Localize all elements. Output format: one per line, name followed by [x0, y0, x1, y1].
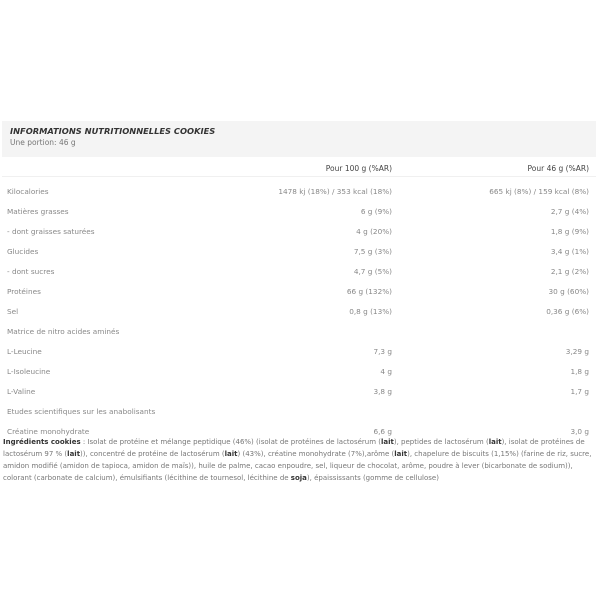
value-per-portion: 3,29 g: [565, 347, 589, 356]
row-label: L-Valine: [7, 387, 36, 396]
value-per-portion: 3,0 g: [570, 427, 589, 436]
ingredient-highlight: lait: [67, 450, 81, 458]
row-label: Protéines: [7, 287, 41, 296]
value-per-100g: 1478 kj (18%) / 353 kcal (18%): [278, 187, 392, 196]
ingredient-text: ), épaississants (gomme de cellulose): [306, 474, 439, 482]
row-label: Kilocalories: [7, 187, 49, 196]
header-divider: [2, 176, 596, 177]
table-row: Matières grasses 6 g (9%) 2,7 g (4%): [2, 201, 596, 221]
table-row: Kilocalories 1478 kj (18%) / 353 kcal (18…: [2, 181, 596, 201]
table-row: - dont sucres 4,7 g (5%) 2,1 g (2%): [2, 261, 596, 281]
value-per-100g: 7,5 g (3%): [353, 247, 392, 256]
value-per-portion: 1,7 g: [570, 387, 589, 396]
table-row: Sel 0,8 g (13%) 0,36 g (6%): [2, 301, 596, 321]
value-per-100g: 4,7 g (5%): [353, 267, 392, 276]
value-per-portion: 1,8 g: [570, 367, 589, 376]
value-per-100g: 0,8 g (13%): [349, 307, 392, 316]
nutrition-title: INFORMATIONS NUTRITIONNELLES COOKIES: [10, 126, 216, 136]
value-per-100g: 3,8 g: [373, 387, 392, 396]
column-header-per-portion: Pour 46 g (%AR): [527, 164, 589, 173]
value-per-100g: 66 g (132%): [346, 287, 392, 296]
ingredient-highlight: lait: [488, 438, 502, 446]
row-label: Matrice de nitro acides aminés: [7, 327, 120, 336]
ingredient-text: ), isolat de protéines de lactosérum 97 …: [3, 438, 585, 458]
value-per-portion: 665 kj (8%) / 159 kcal (8%): [489, 187, 589, 196]
ingredient-highlight: lait: [394, 450, 408, 458]
row-label: Matières grasses: [7, 207, 69, 216]
column-header-per-100g: Pour 100 g (%AR): [325, 164, 392, 173]
row-label: - dont graisses saturées: [7, 227, 95, 236]
row-label: Créatine monohydrate: [7, 427, 90, 436]
ingredient-text: ), peptides de lactosérum (: [393, 438, 489, 446]
ingredient-highlight: lait: [381, 438, 394, 446]
row-label: L-Isoleucine: [7, 367, 51, 376]
value-per-100g: 4 g: [380, 367, 392, 376]
ingredient-text: )), concentré de protéine de lactosérum …: [80, 450, 225, 458]
value-per-100g: 4 g (20%): [356, 227, 392, 236]
ingredient-text: ) (43%), créatine monohydrate (7%),arôme…: [237, 450, 395, 458]
value-per-portion: 1,8 g (9%): [550, 227, 589, 236]
value-per-100g: 6 g (9%): [360, 207, 392, 216]
nutrition-header: INFORMATIONS NUTRITIONNELLES COOKIES Une…: [2, 121, 596, 157]
table-row: Etudes scientifiques sur les anabolisant…: [2, 401, 596, 421]
value-per-portion: 0,36 g (6%): [546, 307, 589, 316]
table-row: L-Isoleucine 4 g 1,8 g: [2, 361, 596, 381]
value-per-portion: 30 g (60%): [548, 287, 589, 296]
row-label: Glucides: [7, 247, 39, 256]
value-per-100g: 6,6 g: [373, 427, 392, 436]
ingredient-text: ), chapelure de biscuits (1,15%) (farine…: [3, 450, 592, 482]
value-per-portion: 2,7 g (4%): [550, 207, 589, 216]
table-row: Créatine monohydrate 6,6 g 3,0 g: [2, 421, 596, 441]
row-label: L-Leucine: [7, 347, 42, 356]
ingredient-highlight: Ingrédients cookies: [3, 438, 81, 446]
row-label: - dont sucres: [7, 267, 55, 276]
table-row: L-Valine 3,8 g 1,7 g: [2, 381, 596, 401]
ingredient-highlight: lait: [224, 450, 238, 458]
table-row: Protéines 66 g (132%) 30 g (60%): [2, 281, 596, 301]
table-row: - dont graisses saturées 4 g (20%) 1,8 g (…: [2, 221, 596, 241]
row-label: Etudes scientifiques sur les anabolisant…: [7, 407, 156, 416]
ingredient-highlight: soja: [290, 474, 307, 482]
row-label: Sel: [7, 307, 19, 316]
table-row: Glucides 7,5 g (3%) 3,4 g (1%): [2, 241, 596, 261]
ingredient-text: : Isolat de protéine et mélange peptidiq…: [80, 438, 381, 446]
ingredients-text: Ingrédients cookies : Isolat de protéine…: [3, 436, 595, 484]
table-row: L-Leucine 7,3 g 3,29 g: [2, 341, 596, 361]
portion-size: Une portion: 46 g: [10, 138, 76, 147]
value-per-portion: 2,1 g (2%): [550, 267, 589, 276]
value-per-100g: 7,3 g: [373, 347, 392, 356]
table-row: Matrice de nitro acides aminés: [2, 321, 596, 341]
table-header-row: Pour 100 g (%AR) Pour 46 g (%AR): [2, 158, 596, 178]
value-per-portion: 3,4 g (1%): [550, 247, 589, 256]
